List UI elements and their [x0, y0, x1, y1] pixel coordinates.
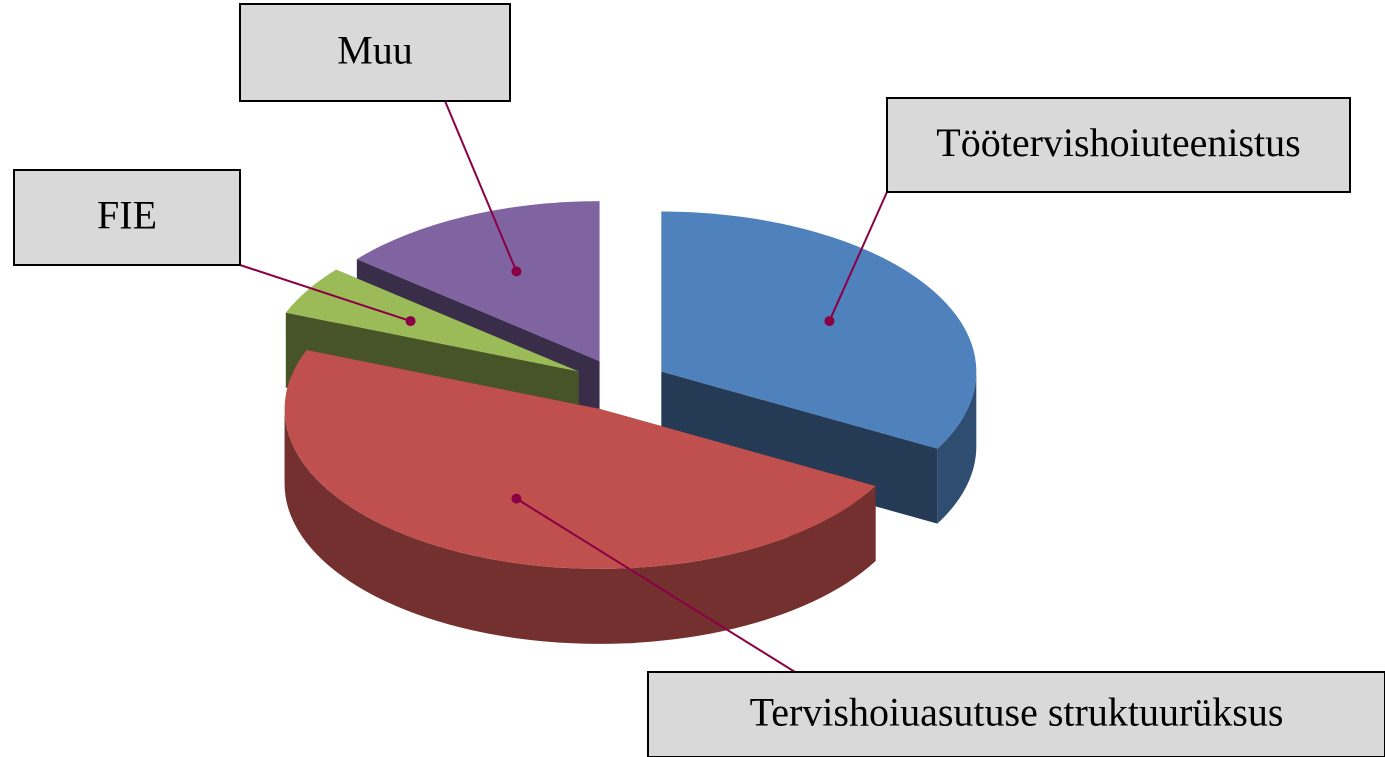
label-box	[13, 169, 241, 266]
leader-line	[239, 264, 411, 323]
slice-top	[284, 349, 876, 569]
leader-dot	[511, 493, 522, 504]
leader-dot	[405, 316, 416, 327]
leader-line	[828, 191, 888, 322]
leader-dot	[511, 266, 522, 277]
slice-top	[356, 201, 600, 362]
slice-label: Tervishoiuasutuse struktuurüksus	[750, 690, 1284, 735]
label-box	[647, 671, 1385, 757]
label-box	[886, 97, 1351, 193]
label-box	[239, 3, 511, 102]
slice-side	[937, 371, 977, 524]
slice-label: FIE	[97, 193, 157, 238]
pie	[284, 201, 977, 644]
slice-top	[285, 269, 579, 372]
slice-label: Töötervishoiuteenistus	[936, 120, 1300, 165]
pie-slice	[284, 349, 876, 644]
leader-line	[444, 100, 518, 272]
slice-label: Muu	[337, 28, 413, 73]
leader-dot	[824, 316, 835, 327]
slice-side	[284, 408, 876, 644]
slice-top	[661, 211, 977, 449]
labels: Töötervishoiuteenistus Tervishoiuasutuse …	[13, 3, 1385, 757]
leader-line	[515, 497, 796, 673]
